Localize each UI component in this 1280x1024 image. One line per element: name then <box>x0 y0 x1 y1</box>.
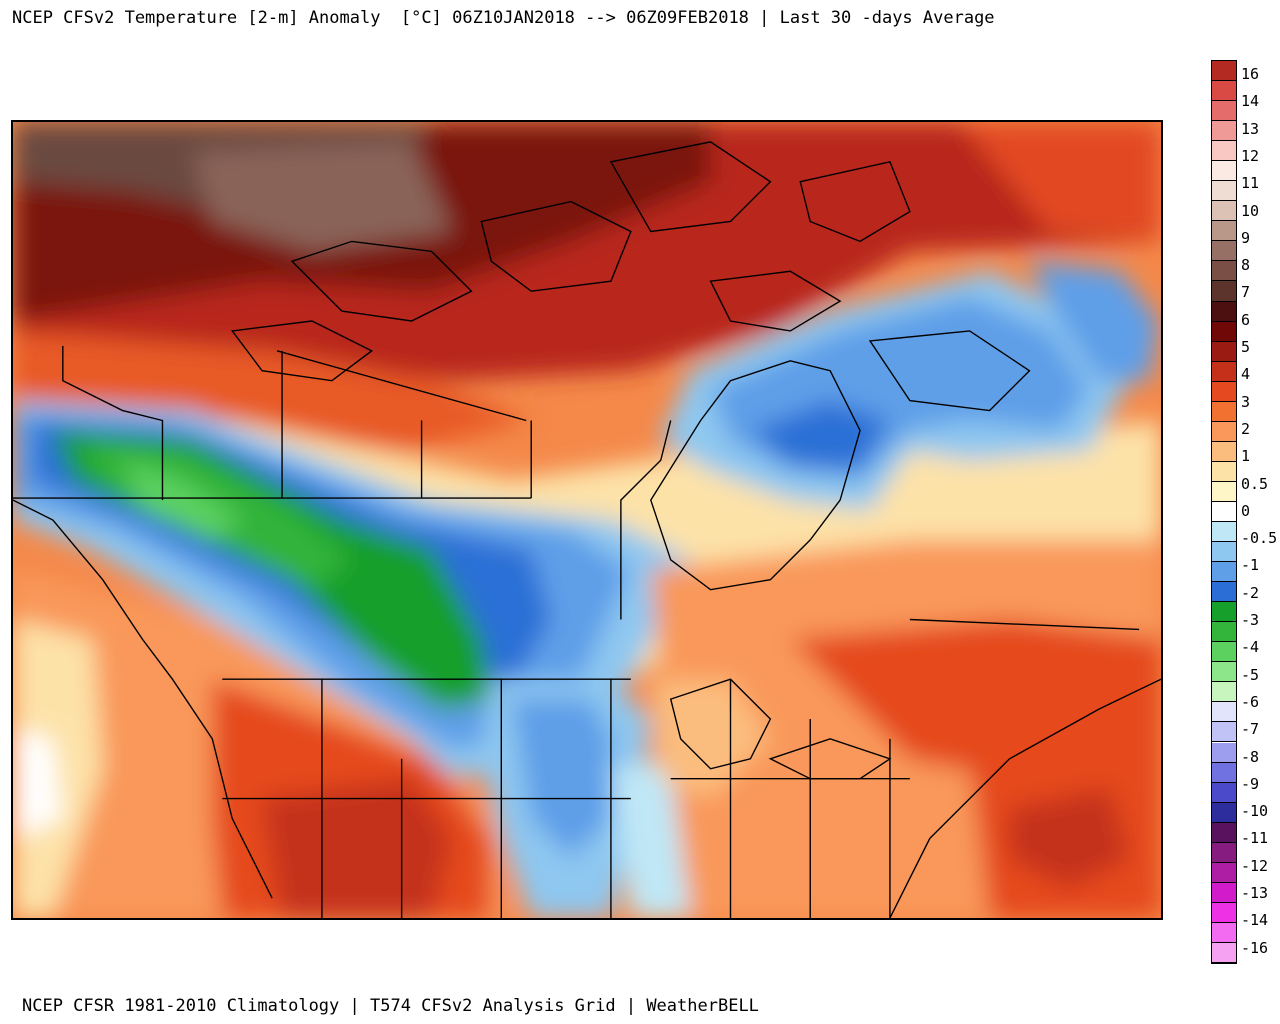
political-borders <box>13 141 1161 918</box>
anomaly-map <box>11 120 1163 920</box>
colorbar-label: 8 <box>1241 256 1251 275</box>
colorbar-swatch <box>1212 161 1236 182</box>
colorbar-swatch <box>1212 762 1236 783</box>
colorbar-label: 16 <box>1241 65 1260 83</box>
colorbar-swatch <box>1212 381 1236 402</box>
colorbar-swatch <box>1212 682 1236 703</box>
colorbar-label: -11 <box>1241 829 1269 848</box>
colorbar-label: -12 <box>1241 856 1269 875</box>
colorbar-swatch <box>1212 421 1236 442</box>
map-footer: NCEP CFSR 1981-2010 Climatology | T574 C… <box>22 996 759 1016</box>
colorbar-swatch <box>1212 902 1236 923</box>
colorbar-label: 4 <box>1241 365 1251 384</box>
colorbar-swatch <box>1212 481 1236 502</box>
colorbar-swatch <box>1212 782 1236 803</box>
colorbar-swatch <box>1212 81 1236 102</box>
colorbar-swatch <box>1212 181 1236 202</box>
colorbar-swatch <box>1212 221 1236 242</box>
colorbar-swatch <box>1212 562 1236 583</box>
colorbar-swatch <box>1212 341 1236 362</box>
colorbar-swatch <box>1212 842 1236 863</box>
colorbar-swatch <box>1212 261 1236 282</box>
colorbar-label: -0.5 <box>1241 529 1278 548</box>
colorbar-label: 14 <box>1241 92 1260 111</box>
colorbar-label: -8 <box>1241 747 1260 766</box>
colorbar-swatch <box>1212 822 1236 843</box>
colorbar-swatch <box>1212 301 1236 322</box>
colorbar-swatch <box>1212 922 1236 943</box>
colorbar-label: -6 <box>1241 692 1260 711</box>
colorbar-swatch <box>1212 702 1236 723</box>
colorbar-label: 9 <box>1241 228 1251 247</box>
colorbar-label: 5 <box>1241 338 1251 356</box>
colorbar-label: 1 <box>1241 447 1251 466</box>
colorbar-swatch <box>1212 361 1236 382</box>
colorbar-swatch <box>1212 882 1236 903</box>
colorbar-swatch <box>1212 862 1236 883</box>
colorbar-label: 0 <box>1241 501 1251 520</box>
colorbar-swatch <box>1212 542 1236 563</box>
colorbar-swatch <box>1212 441 1236 462</box>
colorbar-label: 12 <box>1241 146 1260 165</box>
colorbar-swatch <box>1212 201 1236 222</box>
colorbar-swatch <box>1212 501 1236 522</box>
colorbar-label: 11 <box>1241 174 1260 193</box>
colorbar-swatch <box>1212 461 1236 482</box>
colorbar-label: -5 <box>1241 665 1260 684</box>
colorbar-label: -1 <box>1241 556 1260 575</box>
colorbar-label: -3 <box>1241 611 1260 629</box>
colorbar-swatch <box>1212 121 1236 142</box>
colorbar-swatch <box>1212 622 1236 643</box>
colorbar-label: 7 <box>1241 283 1251 302</box>
anomaly-shading <box>13 122 1161 918</box>
colorbar-swatch <box>1212 802 1236 823</box>
anomaly-map-canvas <box>13 122 1161 918</box>
colorbar-swatch <box>1212 742 1236 763</box>
colorbar-label: -13 <box>1241 884 1269 902</box>
colorbar-label: 13 <box>1241 119 1260 138</box>
colorbar-label: -2 <box>1241 583 1260 602</box>
colorbar-label: 6 <box>1241 310 1251 329</box>
colorbar-label: 3 <box>1241 392 1251 411</box>
colorbar-swatch <box>1212 602 1236 623</box>
colorbar-swatch <box>1212 61 1236 82</box>
colorbar-swatch <box>1212 582 1236 603</box>
colorbar-swatch <box>1212 662 1236 683</box>
colorbar-label: -9 <box>1241 774 1260 793</box>
colorbar <box>1211 60 1237 964</box>
colorbar-swatch <box>1212 401 1236 422</box>
map-title: NCEP CFSv2 Temperature [2-m] Anomaly [°C… <box>12 8 995 28</box>
colorbar-swatch <box>1212 642 1236 663</box>
colorbar-swatch <box>1212 141 1236 162</box>
colorbar-label: -10 <box>1241 802 1269 821</box>
colorbar-swatch <box>1212 281 1236 302</box>
colorbar-label: 2 <box>1241 419 1251 438</box>
colorbar-label: 10 <box>1241 201 1260 220</box>
colorbar-swatch <box>1212 942 1236 963</box>
colorbar-swatch <box>1212 241 1236 262</box>
colorbar-label: -4 <box>1241 638 1260 657</box>
colorbar-swatch <box>1212 722 1236 743</box>
colorbar-swatch <box>1212 321 1236 342</box>
colorbar-label: -14 <box>1241 911 1269 930</box>
colorbar-swatch <box>1212 101 1236 122</box>
colorbar-swatch <box>1212 522 1236 543</box>
colorbar-label: 0.5 <box>1241 474 1269 493</box>
colorbar-label: -7 <box>1241 720 1260 739</box>
colorbar-label: -16 <box>1241 938 1269 957</box>
